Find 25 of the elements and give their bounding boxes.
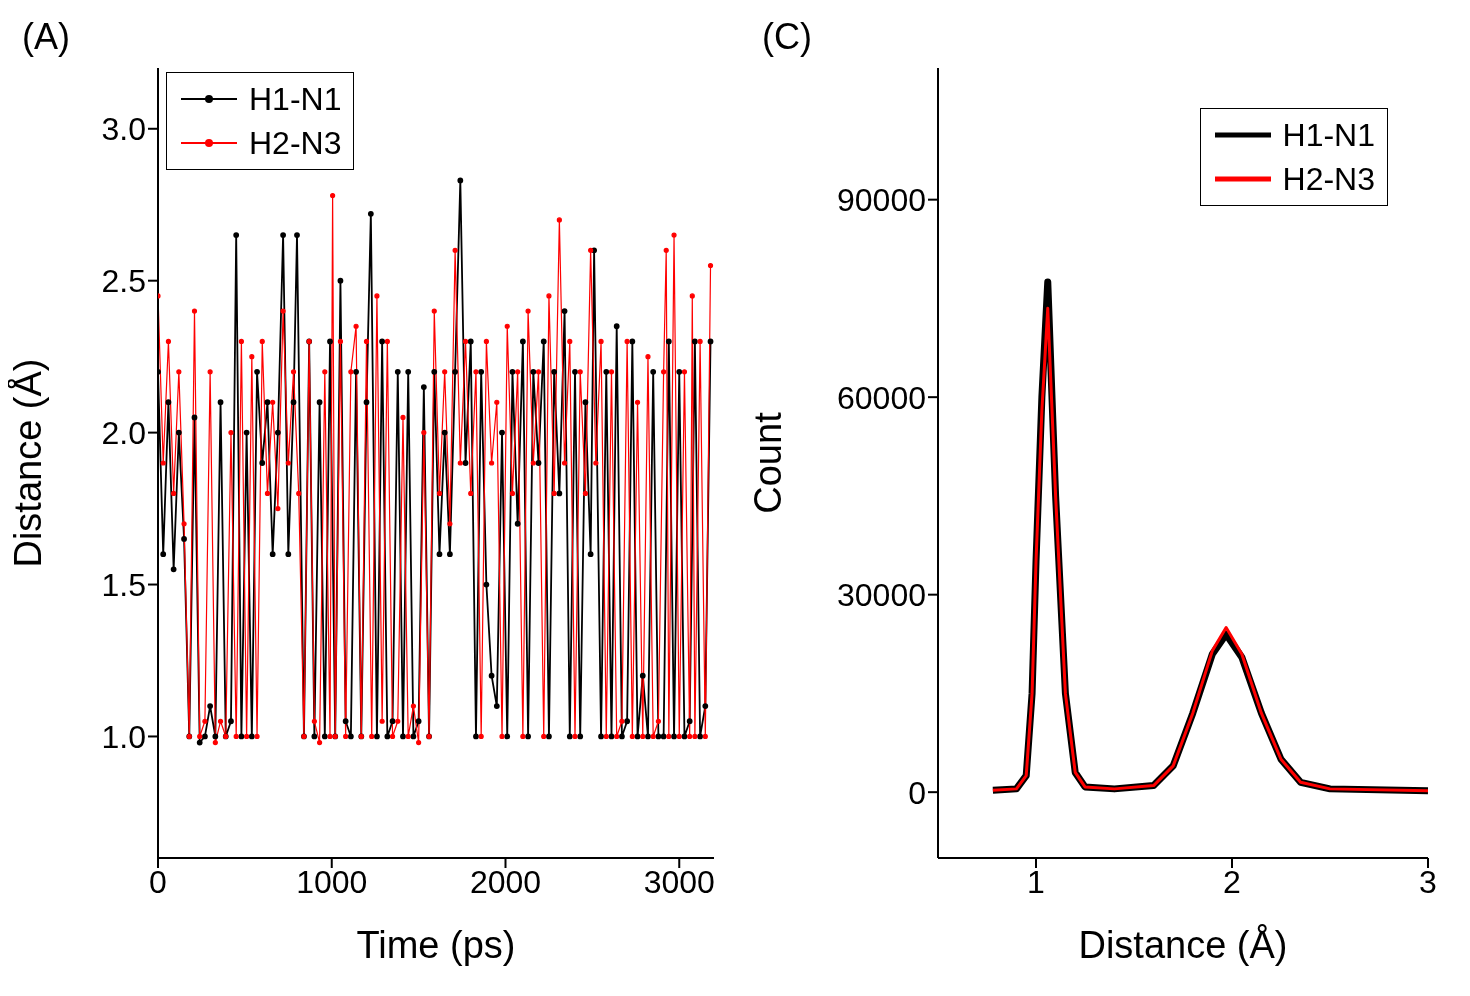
legend-label: H2-N3: [249, 124, 342, 163]
chart-title: (C): [762, 16, 812, 58]
x-tick-label: 3: [1419, 863, 1437, 900]
y-tick-label: 2.5: [101, 263, 146, 300]
x-tick-label: 1: [1027, 863, 1045, 900]
legend-label: H2-N3: [1282, 160, 1375, 199]
y-tick-label: 90000: [837, 182, 926, 219]
x-tick-label: 3000: [643, 863, 715, 900]
x-tick-label: 2000: [469, 863, 542, 900]
legend-label: H1-N1: [1282, 116, 1375, 155]
y-tick-label: 0: [908, 774, 926, 811]
y-tick-label: 3.0: [101, 111, 146, 148]
x-axis-title: Time (ps): [356, 924, 516, 966]
chart-title: (A): [22, 16, 70, 58]
y-tick-label: 30000: [837, 577, 926, 614]
x-tick-label: 1000: [296, 863, 368, 900]
y-axis-title: Count: [747, 411, 790, 514]
y-tick-label: 1.5: [101, 566, 146, 603]
y-tick-label: 2.0: [101, 414, 146, 451]
y-tick-label: 60000: [837, 379, 926, 416]
y-axis-title: Distance (Å): [6, 358, 50, 568]
y-tick-label: 1.0: [101, 718, 146, 755]
x-axis-title: Distance (Å): [1078, 923, 1288, 966]
legend-label: H1-N1: [249, 80, 342, 119]
x-tick-label: 2: [1223, 863, 1241, 900]
